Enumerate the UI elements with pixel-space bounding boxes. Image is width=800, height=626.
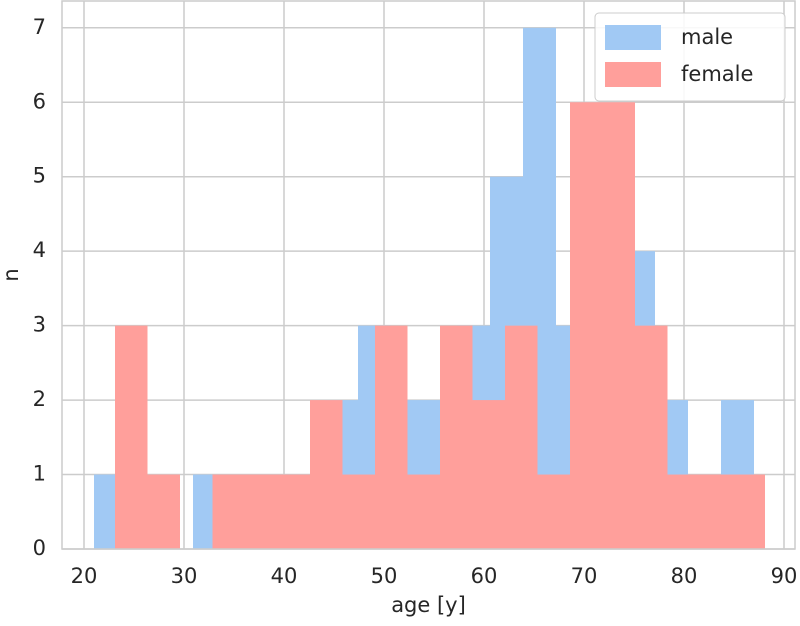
plot-frame (61, 0, 796, 550)
y-axis-label: n (0, 268, 23, 281)
bar (440, 325, 473, 549)
legend-label: female (681, 62, 753, 86)
x-tick-label: 50 (371, 564, 398, 588)
bar (375, 325, 408, 549)
bar (667, 474, 700, 549)
x-tick-label: 30 (171, 564, 198, 588)
y-tick-label: 1 (33, 462, 46, 486)
x-tick-label: 70 (571, 564, 598, 588)
y-tick-label: 5 (33, 164, 46, 188)
bar (602, 102, 635, 550)
bar (212, 474, 245, 549)
bar (115, 325, 148, 549)
bar (537, 474, 570, 549)
bar (245, 474, 278, 549)
y-tick-label: 2 (33, 387, 46, 411)
bar (147, 474, 180, 549)
x-tick-label: 80 (671, 564, 698, 588)
legend-swatch (605, 62, 661, 87)
x-tick-label: 60 (471, 564, 498, 588)
bar (635, 325, 668, 549)
bar (277, 474, 310, 549)
y-tick-label: 7 (33, 15, 46, 39)
legend-label: male (681, 25, 733, 49)
bar (700, 474, 733, 549)
bar (505, 325, 538, 549)
bar (570, 102, 603, 550)
x-tick-label: 90 (771, 564, 798, 588)
x-axis-label: age [y] (391, 593, 466, 617)
legend: male female (594, 12, 786, 102)
y-tick-label: 4 (33, 238, 46, 262)
y-tick-label: 3 (33, 313, 46, 337)
bar (342, 474, 375, 549)
x-tick-label: 20 (71, 564, 98, 588)
bar (732, 474, 765, 549)
y-tick-label: 6 (33, 89, 46, 113)
y-tick-label: 0 (33, 536, 46, 560)
legend-swatch (605, 25, 661, 50)
bar (310, 400, 343, 549)
x-tick-label: 40 (271, 564, 298, 588)
bar (472, 400, 505, 549)
bar (407, 474, 440, 549)
